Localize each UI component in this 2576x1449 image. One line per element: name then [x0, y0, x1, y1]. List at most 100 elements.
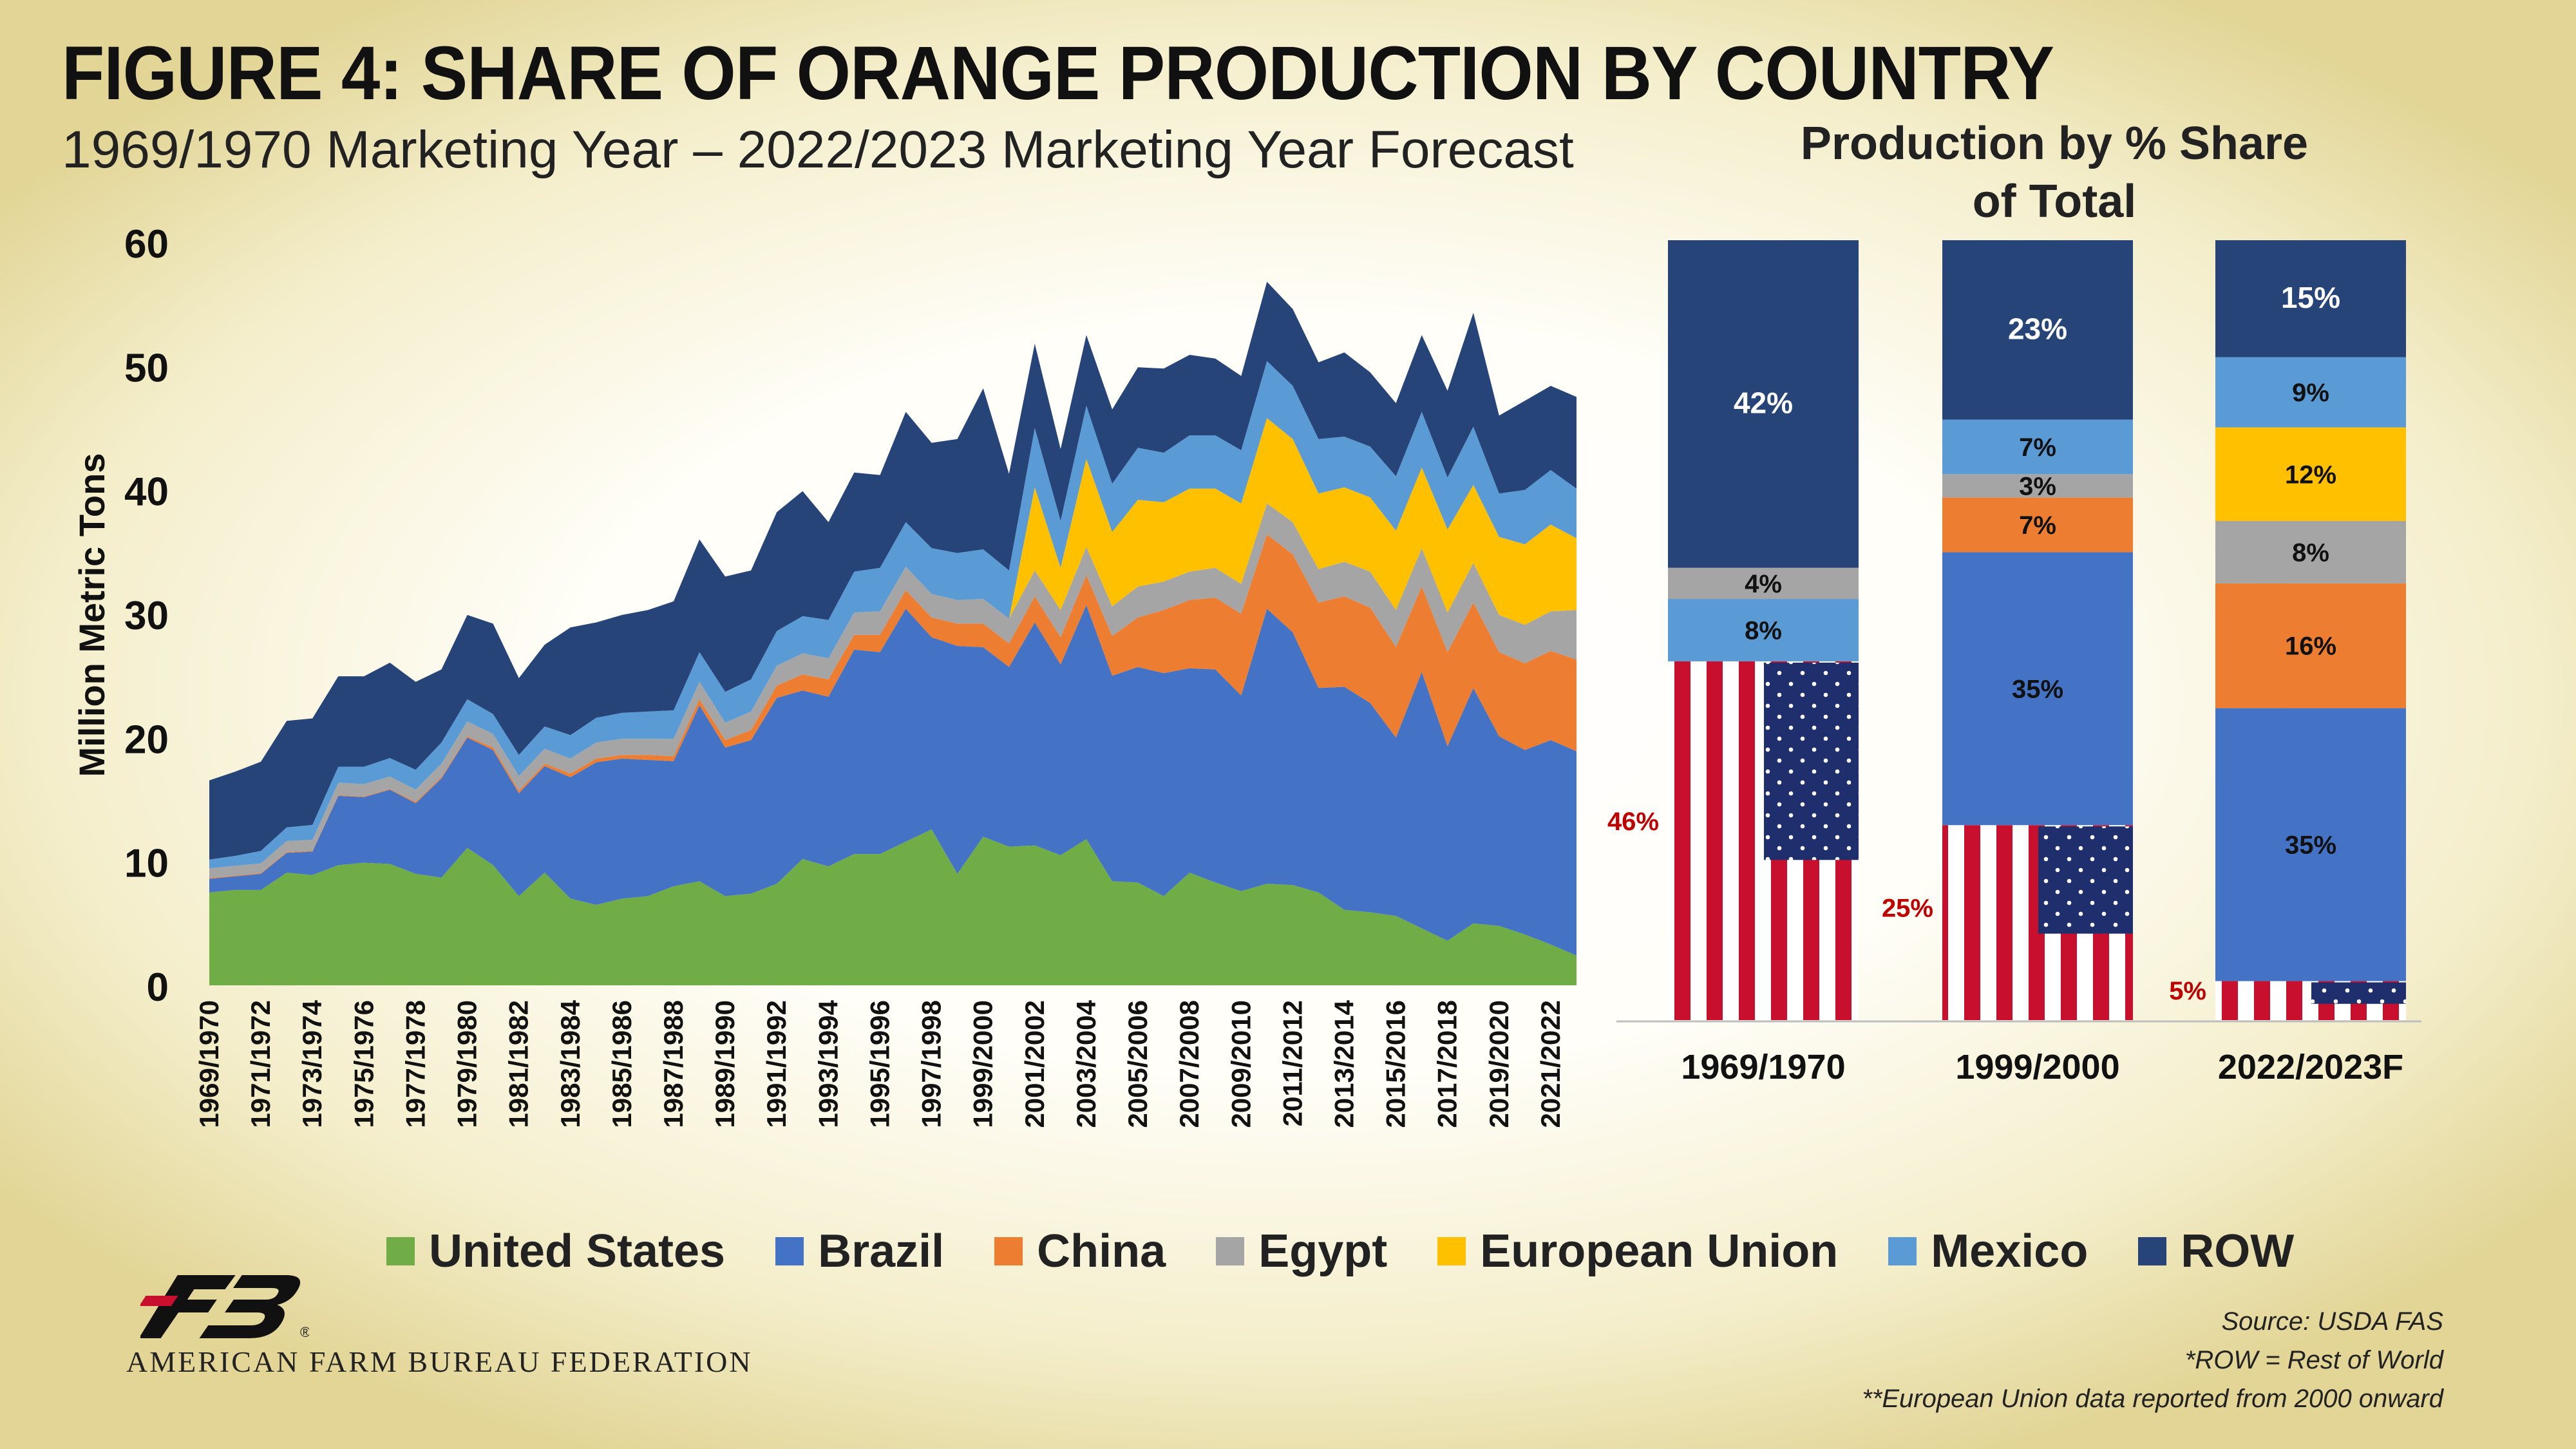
legend-swatch: [1888, 1237, 1917, 1265]
bar-segment-china: [2215, 583, 2406, 708]
x-tick-label: 2005/2006: [1122, 1000, 1153, 1128]
y-tick-label: 10: [124, 842, 169, 886]
x-tick-label: 2009/2010: [1226, 1000, 1256, 1128]
legend-item-mexico: Mexico: [1888, 1225, 2088, 1278]
x-tick-label: 2003/2004: [1071, 999, 1101, 1128]
bar-segment-row: [1942, 240, 2133, 420]
x-tick-label: 1987/1988: [658, 1000, 688, 1128]
x-tick-label: 1969/1970: [194, 1000, 224, 1128]
x-tick-label: 2015/2016: [1381, 1000, 1411, 1128]
bar-value-label-egypt: 3%: [2019, 472, 2056, 500]
figure-subtitle: 1969/1970 Marketing Year – 2022/2023 Mar…: [62, 120, 1574, 179]
bar-segment-brazil: [1942, 552, 2133, 826]
bar-category-label: 1969/1970: [1681, 1048, 1845, 1086]
legend: United States Brazil China Egypt Europea…: [386, 1216, 2294, 1287]
bar-segment-egypt: [1942, 474, 2133, 498]
legend-label: European Union: [1480, 1226, 1839, 1277]
bar-segment-mexico: [1668, 599, 1859, 661]
x-tick-label: 1995/1996: [865, 1000, 895, 1128]
x-tick-label: 1977/1978: [401, 1000, 431, 1128]
bar-segment-mexico: [2215, 357, 2406, 428]
x-tick-label: 2021/2022: [1535, 1000, 1566, 1128]
legend-label: Brazil: [818, 1226, 945, 1277]
legend-label: United States: [429, 1226, 726, 1277]
bar-segment-united-states-canton: [2311, 982, 2406, 1004]
bar-value-label-egypt: 4%: [1745, 570, 1782, 598]
area-series-row: [209, 281, 1577, 860]
bar-value-label-united-states: 25%: [1882, 895, 1933, 923]
bar-segment-mexico: [1942, 419, 2133, 475]
legend-label: ROW: [2181, 1226, 2295, 1277]
bar-value-label-row: 15%: [2281, 281, 2340, 314]
bar-value-label-united-states: 5%: [2169, 977, 2206, 1005]
x-tick-label: 1971/1972: [245, 1000, 276, 1128]
bar-segment-row: [1668, 240, 1859, 568]
area-series-egypt: [209, 503, 1577, 878]
bar-value-label-row: 23%: [2008, 312, 2067, 345]
area-series-european-union: [209, 418, 1577, 869]
bar-segment-united-states-canton: [1764, 662, 1859, 860]
x-tick-label: 1975/1976: [348, 1000, 379, 1128]
bar-value-label-egypt: 8%: [2292, 538, 2329, 567]
legend-label: Egypt: [1258, 1226, 1388, 1277]
figure-title: FIGURE 4: SHARE OF ORANGE PRODUCTION BY …: [62, 31, 2054, 116]
y-tick-label: 60: [124, 222, 169, 267]
legend-item-egypt: Egypt: [1216, 1225, 1387, 1278]
y-tick-label: 50: [124, 346, 169, 390]
stacked-bar-title: Production by % Share of Total: [1700, 115, 2409, 231]
x-tick-label: 1989/1990: [710, 1000, 740, 1128]
x-tick-label: 1991/1992: [761, 1000, 791, 1128]
y-tick-label: 40: [124, 470, 169, 515]
x-tick-label: 2011/2012: [1277, 1000, 1307, 1126]
row-footnote: *ROW = Rest of World: [2184, 1346, 2443, 1374]
x-tick-label: 1999/2000: [968, 1000, 998, 1128]
bar-segment-row: [2215, 240, 2406, 357]
bar-value-label-brazil: 35%: [2285, 831, 2336, 860]
legend-item-united-states: United States: [386, 1225, 725, 1278]
bar-value-label-united-states: 46%: [1607, 808, 1659, 836]
bar-segment-european-union: [2215, 427, 2406, 521]
legend-swatch: [994, 1237, 1023, 1265]
legend-label: Mexico: [1931, 1226, 2088, 1277]
legend-item-european-union: European Union: [1437, 1225, 1838, 1278]
stacked-area-chart: 0 10 20 30 40 50 60 Million Metric Tons 1969/197…: [71, 222, 1577, 1128]
bar-value-label-row: 42%: [1734, 386, 1793, 419]
bar-value-label-china: 7%: [2019, 511, 2056, 540]
area-series-brazil: [209, 605, 1577, 956]
x-tick-label: 1993/1994: [813, 999, 843, 1128]
legend-swatch: [2138, 1237, 2167, 1265]
bar-value-label-european-union: 12%: [2285, 460, 2336, 489]
x-tick-label: 2019/2020: [1484, 1000, 1514, 1128]
bar-segment-brazil: [2215, 708, 2406, 981]
x-tick-label: 1997/1998: [916, 1000, 947, 1128]
bar-segment-china: [1942, 497, 2133, 553]
bar-value-label-mexico: 8%: [1745, 617, 1782, 645]
bar-segment-egypt: [1668, 567, 1859, 600]
bar-value-label-mexico: 9%: [2292, 379, 2329, 407]
stacked-percent-bar-chart: 46% 8% 4% 42% 1969/1970 25% 35% 7% 3% 7% 23% 1999/2…: [1607, 240, 2421, 1086]
area-series-china: [209, 534, 1577, 879]
x-tick-label: 2001/2002: [1019, 1000, 1050, 1128]
legend-item-row: ROW: [2138, 1225, 2294, 1278]
stacked-bar-title-line-1: Production by % Share: [1800, 118, 2309, 169]
legend-swatch: [1437, 1237, 1466, 1265]
x-tick-label: 2017/2018: [1432, 1000, 1463, 1128]
x-tick-label: 2013/2014: [1329, 999, 1359, 1128]
legend-swatch: [1216, 1237, 1245, 1265]
y-tick-label: 30: [124, 594, 169, 638]
source-notes: Source: USDA FAS *ROW = Rest of World **…: [1862, 1302, 2443, 1418]
bar-category-label: 1999/2000: [1955, 1048, 2119, 1086]
source-line: Source: USDA FAS: [2221, 1307, 2443, 1336]
x-tick-label: 1983/1984: [555, 999, 585, 1128]
organization-name: AMERICAN FARM BUREAU FEDERATION: [126, 1345, 753, 1378]
bar-value-label-brazil: 35%: [2012, 675, 2063, 703]
bar-segment-egypt: [2215, 520, 2406, 583]
legend-swatch: [386, 1237, 415, 1265]
stacked-bar-title-line-2: of Total: [1972, 176, 2137, 227]
legend-label: China: [1037, 1226, 1166, 1277]
x-tick-label: 1981/1982: [504, 1000, 534, 1128]
legend-item-china: China: [994, 1225, 1166, 1278]
x-tick-label: 2007/2008: [1174, 1000, 1204, 1128]
y-axis-label: Million Metric Tons: [71, 453, 112, 777]
